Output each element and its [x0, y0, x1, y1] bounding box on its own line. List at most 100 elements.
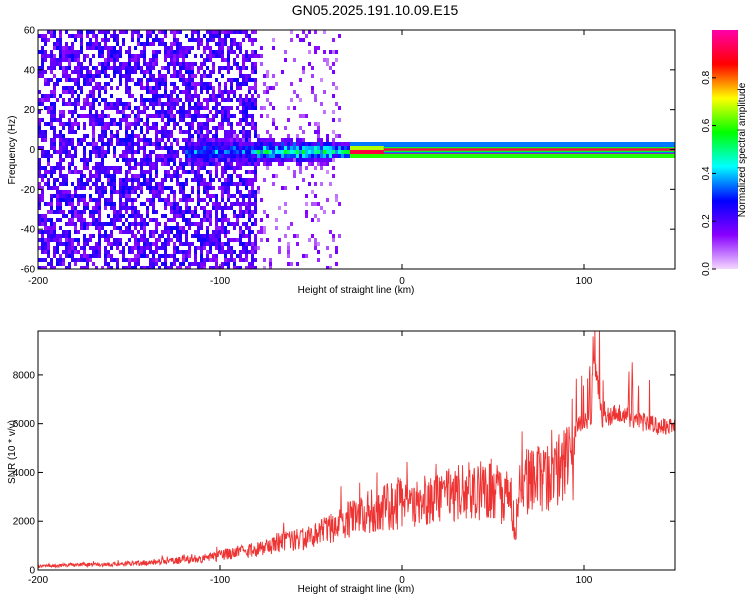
heatmap-cell [50, 234, 53, 238]
heatmap-cell [71, 90, 74, 94]
heatmap-cell [245, 74, 248, 78]
heatmap-cell [224, 242, 227, 246]
heatmap-cell [191, 138, 194, 142]
heatmap-cell [491, 154, 494, 158]
heatmap-cell [95, 250, 98, 254]
heatmap-cell [305, 34, 308, 38]
heatmap-cell [176, 258, 179, 262]
heatmap-cell [260, 114, 263, 118]
heatmap-cell [107, 250, 110, 254]
heatmap-cell [53, 194, 56, 198]
heatmap-cell [152, 42, 155, 46]
heatmap-cell [41, 218, 44, 222]
heatmap-cell [221, 110, 224, 114]
heatmap-cell [233, 78, 236, 82]
heatmap-cell [131, 186, 134, 190]
heatmap-cell [134, 30, 137, 34]
heatmap-cell [170, 58, 173, 62]
heatmap-cell [197, 114, 200, 118]
heatmap-cell [209, 246, 212, 250]
heatmap-cell [278, 158, 281, 162]
heatmap-cell [149, 170, 152, 174]
heatmap-cell [104, 186, 107, 190]
heatmap-cell [149, 190, 152, 194]
heatmap-cell [203, 210, 206, 214]
x-tick-label: -200 [28, 575, 48, 586]
heatmap-cell [62, 250, 65, 254]
heatmap-cell [173, 198, 176, 202]
heatmap-cell [263, 258, 266, 262]
heatmap-cell [152, 86, 155, 90]
heatmap-cell [110, 106, 113, 110]
heatmap-cell [203, 206, 206, 210]
heatmap-cell [188, 170, 191, 174]
heatmap-cell [614, 154, 617, 158]
heatmap-cell [77, 258, 80, 262]
heatmap-cell [104, 62, 107, 66]
heatmap-cell [146, 178, 149, 182]
heatmap-cell [239, 266, 242, 269]
heatmap-cell [335, 194, 338, 198]
heatmap-cell [227, 154, 230, 158]
heatmap-cell [227, 110, 230, 114]
heatmap-cell [167, 158, 170, 162]
heatmap-cell [470, 142, 473, 146]
heatmap-cell [248, 150, 251, 154]
heatmap-cell [272, 38, 275, 42]
heatmap-cell [179, 98, 182, 102]
heatmap-cell [116, 218, 119, 222]
heatmap-cell [44, 134, 47, 138]
heatmap-cell [131, 130, 134, 134]
heatmap-cell [323, 30, 326, 34]
heatmap-cell [254, 190, 257, 194]
heatmap-cell [206, 234, 209, 238]
heatmap-cell [248, 54, 251, 58]
heatmap-cell [125, 266, 128, 269]
heatmap-cell [59, 38, 62, 42]
heatmap-cell [320, 146, 323, 150]
heatmap-cell [146, 82, 149, 86]
heatmap-cell [113, 182, 116, 186]
heatmap-cell [77, 170, 80, 174]
heatmap-cell [251, 214, 254, 218]
heatmap-cell [248, 262, 251, 266]
heatmap-cell [155, 82, 158, 86]
heatmap-cell [290, 222, 293, 226]
heatmap-cell [320, 102, 323, 106]
heatmap-cell [134, 66, 137, 70]
heatmap-cell [335, 154, 338, 158]
heatmap-cell [128, 158, 131, 162]
heatmap-cell [230, 206, 233, 210]
heatmap-cell [155, 94, 158, 98]
heatmap-cell [101, 110, 104, 114]
heatmap-cell [200, 106, 203, 110]
heatmap-cell [254, 198, 257, 202]
heatmap-cell [101, 162, 104, 166]
heatmap-cell [320, 182, 323, 186]
heatmap-cell [269, 158, 272, 162]
heatmap-cell [68, 190, 71, 194]
heatmap-cell [299, 162, 302, 166]
heatmap-cell [173, 218, 176, 222]
heatmap-cell [65, 254, 68, 258]
heatmap-cell [80, 38, 83, 42]
heatmap-cell [59, 218, 62, 222]
heatmap-cell [239, 226, 242, 230]
heatmap-cell [215, 198, 218, 202]
heatmap-cell [77, 30, 80, 34]
heatmap-cell [242, 230, 245, 234]
heatmap-cell [47, 226, 50, 230]
heatmap-cell [215, 226, 218, 230]
heatmap-cell [134, 210, 137, 214]
heatmap-cell [152, 106, 155, 110]
heatmap-cell [248, 226, 251, 230]
heatmap-cell [215, 262, 218, 266]
heatmap-cell [104, 246, 107, 250]
heatmap-cell [137, 38, 140, 42]
heatmap-cell [242, 138, 245, 142]
heatmap-cell [59, 30, 62, 34]
heatmap-cell [161, 42, 164, 46]
heatmap-cell [311, 158, 314, 162]
heatmap-cell [257, 246, 260, 250]
heatmap-cell [179, 186, 182, 190]
